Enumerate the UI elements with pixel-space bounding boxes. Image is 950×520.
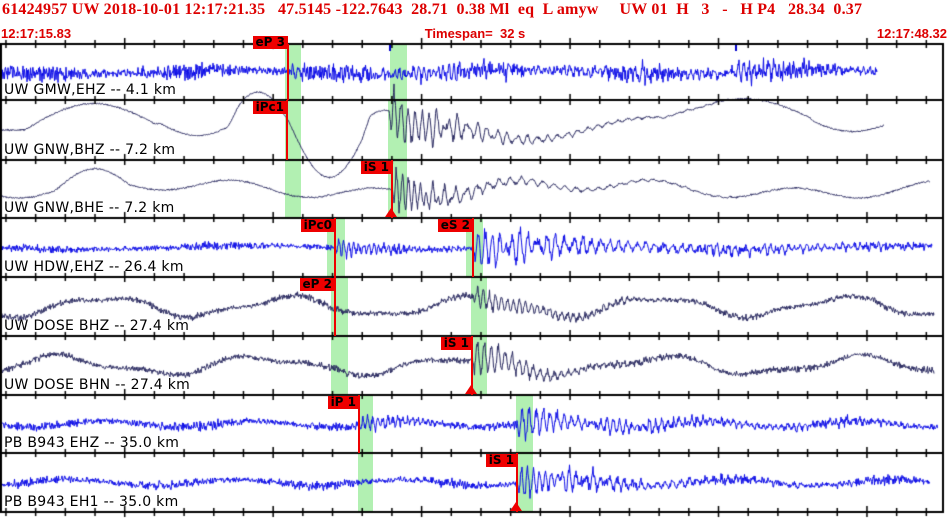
- s-pick-triangle-icon: [385, 208, 397, 217]
- pick-line-uw-hdw-ehz[interactable]: [472, 218, 474, 277]
- trace-label: UW GMW,EHZ -- 4.1 km: [4, 82, 177, 98]
- pick-line-uw-dose-bhn[interactable]: [471, 336, 473, 395]
- pick-flag[interactable]: iPc1: [252, 101, 287, 114]
- trace-label: UW DOSE BHN -- 27.4 km: [4, 377, 191, 393]
- trace-panel-uw-gmw-ehz[interactable]: eP 3 UW GMW,EHZ -- 4.1 km: [0, 36, 950, 100]
- trace-panel-uw-hdw-ehz[interactable]: iPc0 eS 2 UW HDW,EHZ -- 26.4 km: [0, 218, 950, 277]
- pick-line-uw-gnw-bhe[interactable]: [391, 160, 393, 218]
- trace-label: UW HDW,EHZ -- 26.4 km: [4, 259, 184, 275]
- pick-flag[interactable]: eP 3: [252, 36, 288, 49]
- trace-panel-uw-gnw-bhe[interactable]: iS 1 UW GNW,BHE -- 7.2 km: [0, 160, 950, 218]
- pick-line-uw-gmw-ehz[interactable]: [287, 44, 289, 100]
- s-pick-triangle-icon: [510, 502, 522, 511]
- pick-line-uw-dose-bhz[interactable]: [334, 277, 336, 336]
- pick-line-uw-gnw-bhz[interactable]: [286, 100, 288, 160]
- trace-label: PB B943 EHZ -- 35.0 km: [4, 435, 180, 451]
- s-pick-triangle-icon: [465, 385, 477, 394]
- pick-flag[interactable]: iPc0: [300, 219, 335, 232]
- pick-line-pb-b943-ehz[interactable]: [358, 395, 360, 453]
- pick-flag[interactable]: iS 1: [485, 454, 517, 467]
- trace-label: UW GNW,BHE -- 7.2 km: [4, 200, 175, 216]
- trace-label: PB B943 EH1 -- 35.0 km: [4, 494, 179, 510]
- trace-panel-uw-dose-bhn[interactable]: iS 1 UW DOSE BHN -- 27.4 km: [0, 336, 950, 395]
- trace-panel-pb-b943-eh1[interactable]: iS 1 PB B943 EH1 -- 35.0 km: [0, 453, 950, 512]
- trace-panel-uw-dose-bhz[interactable]: eP 2 UW DOSE BHZ -- 27.4 km: [0, 277, 950, 336]
- pick-line-uw-hdw-ehz[interactable]: [334, 218, 336, 277]
- trace-label: UW DOSE BHZ -- 27.4 km: [4, 318, 190, 334]
- trace-label: UW GNW,BHZ -- 7.2 km: [4, 142, 176, 158]
- pick-flag[interactable]: iP 1: [327, 396, 359, 409]
- pick-flag[interactable]: iS 1: [360, 161, 392, 174]
- trace-panel-pb-b943-ehz[interactable]: iP 1 PB B943 EHZ -- 35.0 km: [0, 395, 950, 453]
- pick-flag[interactable]: eP 2: [299, 278, 335, 291]
- trace-panel-uw-gnw-bhz[interactable]: iPc1 UW GNW,BHZ -- 7.2 km: [0, 100, 950, 160]
- pick-line-pb-b943-eh1[interactable]: [516, 453, 518, 512]
- pick-flag[interactable]: eS 2: [437, 219, 473, 232]
- pick-flag[interactable]: iS 1: [440, 337, 472, 350]
